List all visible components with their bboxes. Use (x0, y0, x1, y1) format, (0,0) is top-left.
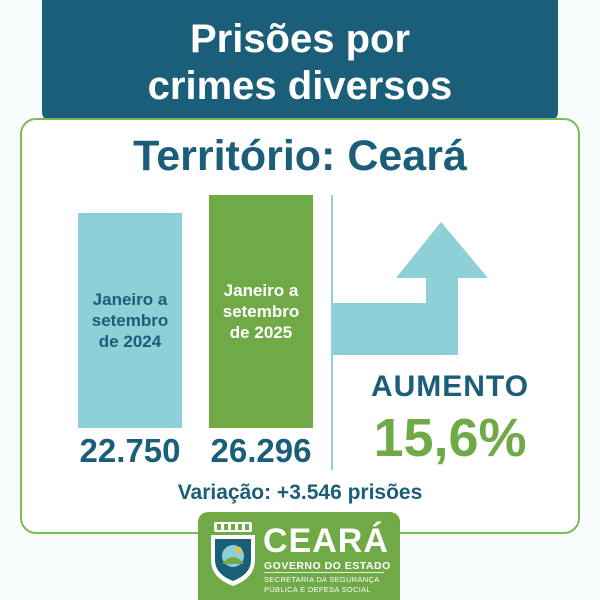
logo-government: GOVERNO DO ESTADO (264, 560, 391, 572)
variation-text: Variação: +3.546 prisões (177, 481, 423, 504)
bar-label-2025: Janeiro a setembro de 2025 (222, 281, 300, 342)
increase-percent: 15,6% (373, 408, 527, 468)
logo-divider (264, 572, 384, 573)
logo-secretariat-line-2: PÚBLICA E DEFESA SOCIAL (264, 585, 371, 594)
value-label-2024: 22.750 (79, 432, 181, 469)
title-line-1: Prisões por (189, 17, 411, 61)
increase-label: AUMENTO (370, 370, 530, 403)
logo-secretariat-line-1: SECRETARIA DA SEGURANÇA (264, 575, 380, 584)
title-line-2: crimes diversos (147, 64, 453, 108)
bar-label-2024: Janeiro a setembro de 2024 (91, 290, 169, 351)
state-seal-icon (211, 522, 255, 586)
title-banner: Prisões por crimes diversos (42, 0, 558, 122)
territory-title: Território: Ceará (133, 132, 467, 180)
government-logo: CEARÁ GOVERNO DO ESTADO SECRETARIA DA SE… (198, 512, 400, 600)
up-arrow-icon (331, 222, 488, 355)
bar-2025: Janeiro a setembro de 2025 (209, 195, 313, 428)
bar-2024: Janeiro a setembro de 2024 (78, 213, 182, 428)
value-label-2025: 26.296 (210, 432, 312, 469)
logo-name: CEARÁ (263, 522, 389, 560)
